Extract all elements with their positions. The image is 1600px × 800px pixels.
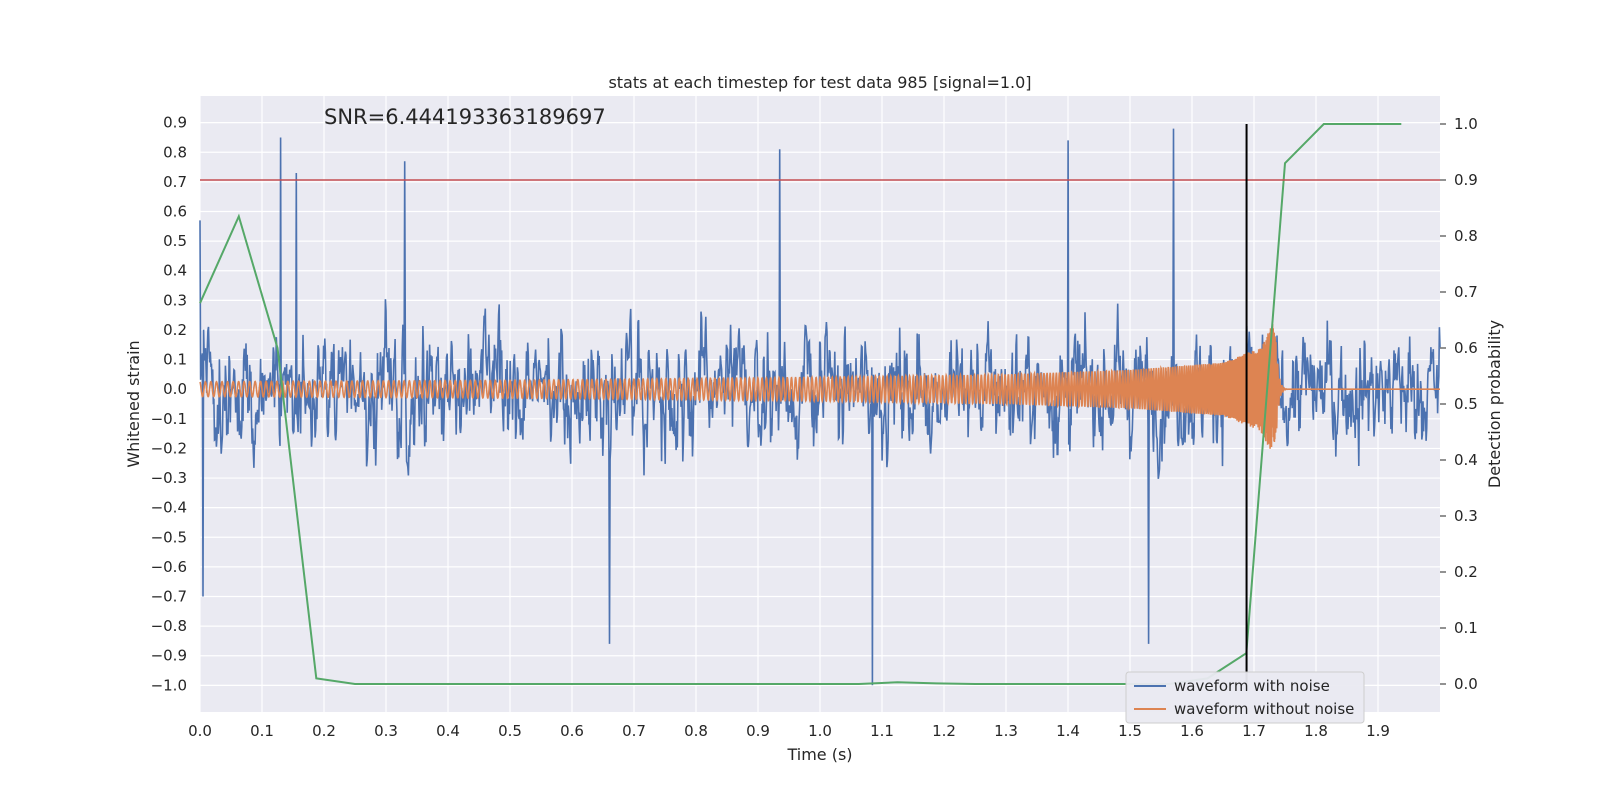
x-tick-label: 1.2 bbox=[932, 722, 956, 740]
x-tick-label: 1.7 bbox=[1242, 722, 1266, 740]
overlays bbox=[200, 124, 1440, 690]
y2-tick-label: 0.6 bbox=[1454, 339, 1478, 357]
y-tick-label: 0.7 bbox=[163, 173, 187, 191]
legend-label-clean: waveform without noise bbox=[1174, 700, 1354, 718]
y-tick-label: −0.1 bbox=[151, 410, 187, 428]
snr-annotation: SNR=6.444193363189697 bbox=[324, 105, 606, 129]
x-tick-label: 1.8 bbox=[1304, 722, 1328, 740]
y-tick-label: −1.0 bbox=[151, 676, 187, 694]
x-tick-label: 0.9 bbox=[746, 722, 770, 740]
y2-tick-label: 0.9 bbox=[1454, 171, 1478, 189]
x-tick-label: 1.5 bbox=[1118, 722, 1142, 740]
y-tick-label: −0.4 bbox=[151, 499, 187, 517]
y-tick-label: −0.8 bbox=[151, 617, 187, 635]
y-tick-label: 0.9 bbox=[163, 114, 187, 132]
y-tick-label: −0.9 bbox=[151, 647, 187, 665]
y-tick-label: −0.5 bbox=[151, 528, 187, 546]
y-tick-label: 0.2 bbox=[163, 321, 187, 339]
y2-tick-label: 1.0 bbox=[1454, 115, 1478, 133]
x-tick-label: 1.0 bbox=[808, 722, 832, 740]
x-tick-label: 1.6 bbox=[1180, 722, 1204, 740]
x-tick-label: 0.6 bbox=[560, 722, 584, 740]
y-tick-label: −0.6 bbox=[151, 558, 187, 576]
y2-ticks: 1.0 0.9 0.8 0.7 0.6 0.5 0.4 0.3 0.2 0.1 0.0 bbox=[1440, 115, 1478, 693]
y-tick-label: 0.0 bbox=[163, 380, 187, 398]
y2-tick-label: 0.7 bbox=[1454, 283, 1478, 301]
y-tick-label: −0.2 bbox=[151, 439, 187, 457]
y-tick-label: 0.5 bbox=[163, 232, 187, 250]
legend-label-noise: waveform with noise bbox=[1174, 677, 1330, 695]
x-tick-label: 0.1 bbox=[250, 722, 274, 740]
legend-box bbox=[1125, 671, 1365, 724]
x-tick-label: 0.7 bbox=[622, 722, 646, 740]
y2-tick-label: 0.1 bbox=[1454, 619, 1478, 637]
y2-tick-label: 0.0 bbox=[1454, 675, 1478, 693]
x-tick-label: 0.5 bbox=[498, 722, 522, 740]
y2-tick-label: 0.5 bbox=[1454, 395, 1478, 413]
y2-tick-label: 0.2 bbox=[1454, 563, 1478, 581]
y-axis-label: Whitened strain bbox=[124, 340, 143, 467]
x-axis-label: Time (s) bbox=[786, 745, 852, 764]
y-tick-label: −0.7 bbox=[151, 588, 187, 606]
y2-tick-label: 0.4 bbox=[1454, 451, 1478, 469]
x-ticks: 0.0 0.1 0.2 0.3 0.4 0.5 0.6 0.7 0.8 0.9 1.0 1.1 1.2 1… bbox=[188, 722, 1390, 740]
x-tick-label: 1.1 bbox=[870, 722, 894, 740]
y-tick-label: −0.3 bbox=[151, 469, 187, 487]
legend: waveform with noise waveform without noi… bbox=[1125, 671, 1365, 724]
y2-tick-label: 0.8 bbox=[1454, 227, 1478, 245]
y-tick-label: 0.4 bbox=[163, 262, 187, 280]
y2-axis-label: Detection probability bbox=[1485, 320, 1504, 488]
x-tick-label: 0.4 bbox=[436, 722, 460, 740]
x-tick-label: 1.3 bbox=[994, 722, 1018, 740]
y2-tick-label: 0.3 bbox=[1454, 507, 1478, 525]
chart-title: stats at each timestep for test data 985… bbox=[608, 73, 1031, 92]
clean-line bbox=[199, 324, 1440, 449]
x-tick-label: 0.2 bbox=[312, 722, 336, 740]
y-tick-label: 0.3 bbox=[163, 291, 187, 309]
x-tick-label: 1.4 bbox=[1056, 722, 1080, 740]
y-ticks: 0.9 0.8 0.7 0.6 0.5 0.4 0.3 0.2 0.1 0.0 −0.1 −0.2 −0… bbox=[151, 114, 187, 695]
y-tick-label: 0.6 bbox=[163, 203, 187, 221]
series-waveform-without-noise bbox=[199, 324, 1440, 449]
x-tick-label: 0.3 bbox=[374, 722, 398, 740]
x-tick-label: 0.8 bbox=[684, 722, 708, 740]
y-tick-label: 0.8 bbox=[163, 143, 187, 161]
y-tick-label: 0.1 bbox=[163, 351, 187, 369]
x-tick-label: 0.0 bbox=[188, 722, 212, 740]
x-tick-label: 1.9 bbox=[1366, 722, 1390, 740]
